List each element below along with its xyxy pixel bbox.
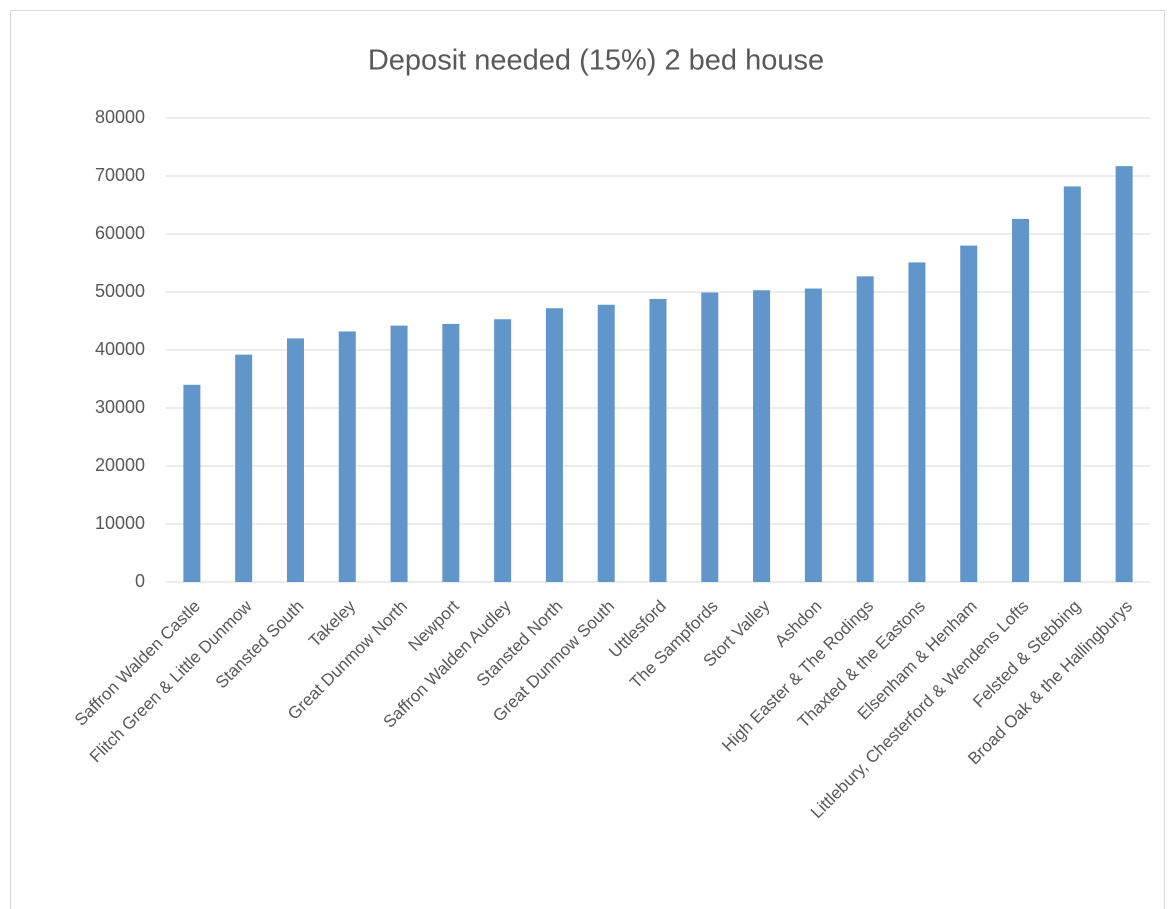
bar [1063,186,1081,582]
y-tick-label: 40000 [95,339,145,359]
bar [1115,166,1133,582]
bar [597,304,615,582]
bar [753,290,771,582]
bar [338,331,356,582]
y-tick-label: 50000 [95,281,145,301]
bar [545,308,563,582]
y-tick-label: 70000 [95,165,145,185]
bar [390,325,408,582]
y-tick-label: 10000 [95,513,145,533]
y-tick-label: 60000 [95,223,145,243]
bar [494,319,512,582]
bar [804,288,822,582]
bar [960,245,978,582]
bar [908,262,926,582]
bar [235,354,253,582]
y-tick-label: 0 [135,571,145,591]
bar [1012,218,1030,583]
y-tick-label: 30000 [95,397,145,417]
bar [442,323,460,582]
y-tick-label: 20000 [95,455,145,475]
bar [701,292,719,582]
bar [649,298,667,582]
y-tick-label: 80000 [95,107,145,127]
chart-title: Deposit needed (15%) 2 bed house [368,45,824,77]
bar [856,276,874,582]
bar [286,338,304,582]
bar [183,384,201,582]
